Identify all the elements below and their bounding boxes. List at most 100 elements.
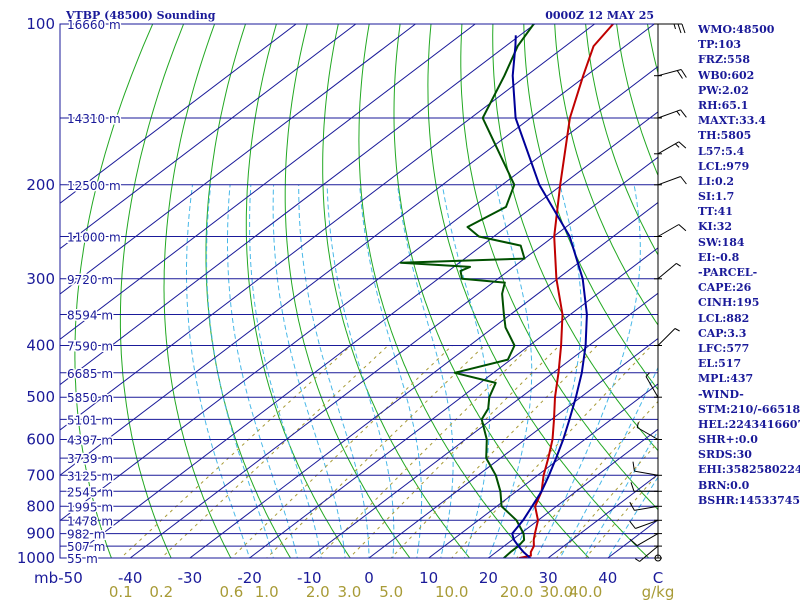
- height-label: 12500 m: [67, 179, 121, 193]
- isotherm: [60, 24, 476, 340]
- mixing-ratio-unit-label: g/kg: [642, 583, 675, 600]
- moist-adiabat: [186, 184, 251, 558]
- dry-adiabat: [393, 24, 590, 558]
- station-title: VTBP (48500) Sounding: [65, 9, 216, 22]
- wind-barb-flag: [629, 501, 635, 511]
- wind-barb-flag: [676, 70, 683, 79]
- index-row: KI:32: [698, 220, 733, 234]
- wind-barb: [657, 141, 687, 155]
- height-label: 6685 m: [67, 367, 113, 381]
- index-row: LI:0.2: [698, 174, 735, 188]
- index-row: TH:5805: [698, 129, 752, 143]
- isotherm: [60, 65, 658, 522]
- index-row: WMO:48500: [698, 23, 775, 36]
- height-label: 982 m: [67, 528, 105, 542]
- mixing-ratio-line: [120, 345, 352, 558]
- wind-barb: [629, 519, 659, 529]
- index-row: CINH:195: [698, 296, 760, 310]
- pressure-tick-label: 500: [26, 388, 55, 406]
- wind-barb-flag: [681, 23, 686, 34]
- height-label: 5101 m: [67, 413, 113, 427]
- moist-adiabat: [441, 184, 490, 558]
- mixing-ratio-tick-label: 10.0: [435, 583, 468, 600]
- isotherm: [129, 156, 658, 558]
- wind-barb-flag: [680, 69, 687, 78]
- wind-barb: [657, 109, 687, 119]
- moist-adiabat: [359, 184, 423, 558]
- mixing-ratio-line: [230, 345, 453, 558]
- isotherm: [60, 24, 416, 295]
- wind-barb-shaft: [639, 545, 659, 562]
- dry-adiabat: [358, 24, 530, 558]
- pressure-tick-label: 800: [26, 497, 55, 515]
- dry-adiabat: [74, 24, 154, 558]
- index-row: MAXT:33.4: [698, 114, 766, 128]
- index-row: LCL:882: [698, 311, 750, 325]
- height-label: 4397 m: [67, 434, 113, 448]
- wind-barb: [657, 69, 687, 79]
- mixing-ratio-line: [160, 345, 389, 558]
- wind-barb-flag: [678, 224, 687, 232]
- wind-barb: [632, 461, 659, 476]
- wind-barb-flag: [629, 520, 636, 529]
- index-row: EHI:3582580224.0: [698, 463, 800, 477]
- index-row: CAPE:26: [698, 281, 752, 295]
- height-label: 2545 m: [67, 485, 113, 499]
- index-row: HEL:2243416607944: [698, 417, 800, 431]
- moist-adiabat: [298, 184, 370, 558]
- sounding-traces: [399, 24, 614, 558]
- isotherm: [70, 111, 658, 558]
- dry-adiabat: [585, 24, 658, 256]
- moist-adiabat: [326, 184, 395, 558]
- wind-barb-half-flag: [674, 143, 680, 148]
- index-row: FRZ:558: [698, 53, 751, 67]
- wind-barb: [629, 501, 659, 511]
- dry-adiabat: [523, 24, 658, 391]
- wind-barb: [636, 422, 659, 440]
- temperature-tick-label: -10: [297, 569, 322, 587]
- index-row: PW:2.02: [698, 83, 749, 97]
- height-label: 11000 m: [67, 231, 121, 245]
- wind-barb: [657, 176, 687, 186]
- index-row: EI:-0.8: [698, 250, 740, 264]
- moist-adiabat: [559, 366, 658, 558]
- wind-barbs: [629, 23, 687, 562]
- index-row: -PARCEL-: [698, 266, 758, 279]
- temperature-tick-label: -40: [118, 569, 143, 587]
- height-label: 55 m: [67, 552, 98, 566]
- wind-barb-shaft: [657, 263, 677, 280]
- pressure-tick-label: 300: [26, 270, 55, 288]
- dry-adiabat: [119, 24, 185, 558]
- isotherm: [308, 292, 658, 558]
- pressure-unit-label: mb: [34, 569, 58, 587]
- mixing-ratio-line: [265, 345, 485, 558]
- index-row: BRN:0.0: [698, 478, 750, 492]
- temperature-unit-label: C: [653, 569, 663, 587]
- moist-adiabat: [206, 184, 275, 558]
- moist-adiabat: [535, 184, 641, 558]
- wind-barb-shaft: [657, 69, 682, 77]
- temperature-tick-label: -50: [58, 569, 83, 587]
- isotherm: [60, 24, 536, 386]
- moist-adiabat: [487, 184, 533, 558]
- index-row: SHR+:0.0: [698, 433, 758, 447]
- temperature-tick-label: 30: [539, 569, 558, 587]
- dry-adiabat: [322, 24, 471, 558]
- pressure-tick-label: 700: [26, 466, 55, 484]
- index-row: STM:210/-665184: [698, 402, 800, 416]
- mixing-ratio-tick-label: 0.6: [219, 583, 243, 600]
- index-row: SRDS:30: [698, 448, 752, 462]
- temperature-tick-label: -20: [237, 569, 262, 587]
- temperature-trace: [518, 24, 614, 558]
- wind-barb-shaft: [657, 328, 676, 346]
- temperature-tick-label: 40: [598, 569, 617, 587]
- index-row: LCL:979: [698, 159, 750, 173]
- wind-barb-half-flag: [645, 372, 650, 377]
- mixing-ratio-tick-label: 1.0: [255, 583, 279, 600]
- index-row: TP:103: [698, 38, 742, 52]
- wind-barb-shaft: [634, 505, 659, 511]
- height-label: 7590 m: [67, 340, 113, 354]
